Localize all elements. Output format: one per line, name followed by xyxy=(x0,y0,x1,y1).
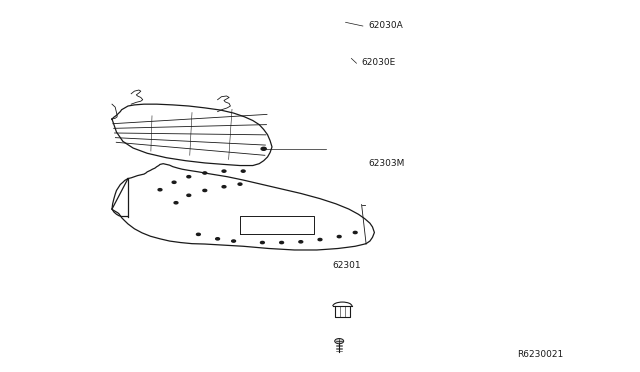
Circle shape xyxy=(280,241,284,244)
Circle shape xyxy=(241,170,245,172)
Circle shape xyxy=(337,235,341,238)
Circle shape xyxy=(261,147,266,150)
Text: 62301: 62301 xyxy=(333,261,362,270)
Circle shape xyxy=(203,189,207,192)
Circle shape xyxy=(187,176,191,178)
Circle shape xyxy=(174,202,178,204)
Circle shape xyxy=(238,183,242,185)
Circle shape xyxy=(260,241,264,244)
Circle shape xyxy=(216,238,220,240)
Circle shape xyxy=(232,240,236,242)
Circle shape xyxy=(196,233,200,235)
Text: 62030E: 62030E xyxy=(362,58,396,67)
Circle shape xyxy=(203,172,207,174)
Circle shape xyxy=(335,339,344,344)
Text: 62303M: 62303M xyxy=(368,158,404,167)
Circle shape xyxy=(172,181,176,183)
Circle shape xyxy=(318,238,322,241)
Circle shape xyxy=(299,241,303,243)
Circle shape xyxy=(158,189,162,191)
Circle shape xyxy=(222,170,226,172)
Circle shape xyxy=(353,231,357,234)
Text: R6230021: R6230021 xyxy=(517,350,563,359)
Circle shape xyxy=(187,194,191,196)
Circle shape xyxy=(222,186,226,188)
Text: 62030A: 62030A xyxy=(368,21,403,30)
